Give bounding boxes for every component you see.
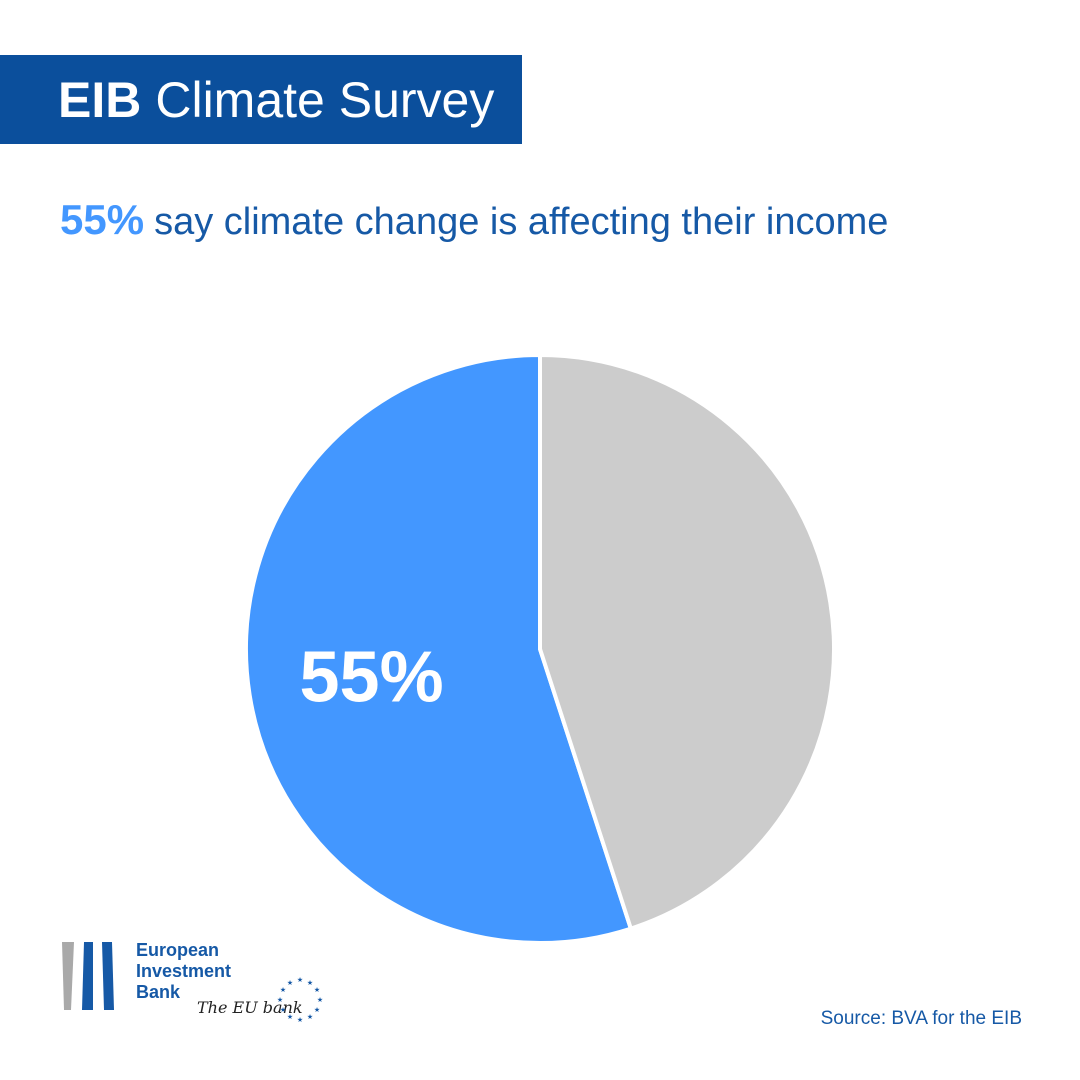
headline-percent: 55% bbox=[60, 196, 145, 243]
headline-text: say climate change is affecting their in… bbox=[154, 201, 889, 243]
eib-logo: European Investment Bank The EU bank ★ ★ ★… bbox=[58, 940, 323, 1030]
svg-text:★: ★ bbox=[317, 996, 323, 1004]
svg-text:★: ★ bbox=[280, 1006, 286, 1014]
title-rest: Climate Survey bbox=[155, 71, 495, 128]
svg-text:★: ★ bbox=[314, 986, 320, 994]
title-bold: EIB bbox=[58, 71, 142, 128]
headline: 55% say climate change is affecting their… bbox=[60, 196, 888, 244]
logo-tagline: The EU bank bbox=[197, 998, 303, 1017]
logo-line-1: European bbox=[136, 940, 220, 960]
svg-text:★: ★ bbox=[297, 1016, 303, 1024]
logo-line-3: Bank bbox=[136, 982, 181, 1002]
logo-line-2: Investment bbox=[136, 961, 232, 981]
pie-slice-0 bbox=[244, 352, 634, 945]
eu-stars-icon: ★ ★★ ★★★ ★★★ ★★★ bbox=[277, 976, 323, 1024]
eib-logo-mark-icon bbox=[62, 942, 114, 1010]
title-banner: EIB Climate Survey bbox=[0, 55, 522, 144]
pie-slice-1 bbox=[538, 352, 836, 932]
svg-text:★: ★ bbox=[287, 1013, 293, 1021]
svg-text:★: ★ bbox=[280, 986, 286, 994]
logo-text: European Investment Bank bbox=[136, 940, 231, 1003]
svg-text:★: ★ bbox=[297, 976, 303, 984]
svg-text:★: ★ bbox=[277, 996, 283, 1004]
source-note: Source: BVA for the EIB bbox=[820, 1008, 1022, 1029]
svg-text:★: ★ bbox=[307, 1013, 313, 1021]
svg-text:★: ★ bbox=[307, 979, 313, 987]
pie-data-label-0: 55% bbox=[300, 638, 444, 718]
svg-text:★: ★ bbox=[287, 979, 293, 987]
svg-text:★: ★ bbox=[314, 1006, 320, 1014]
